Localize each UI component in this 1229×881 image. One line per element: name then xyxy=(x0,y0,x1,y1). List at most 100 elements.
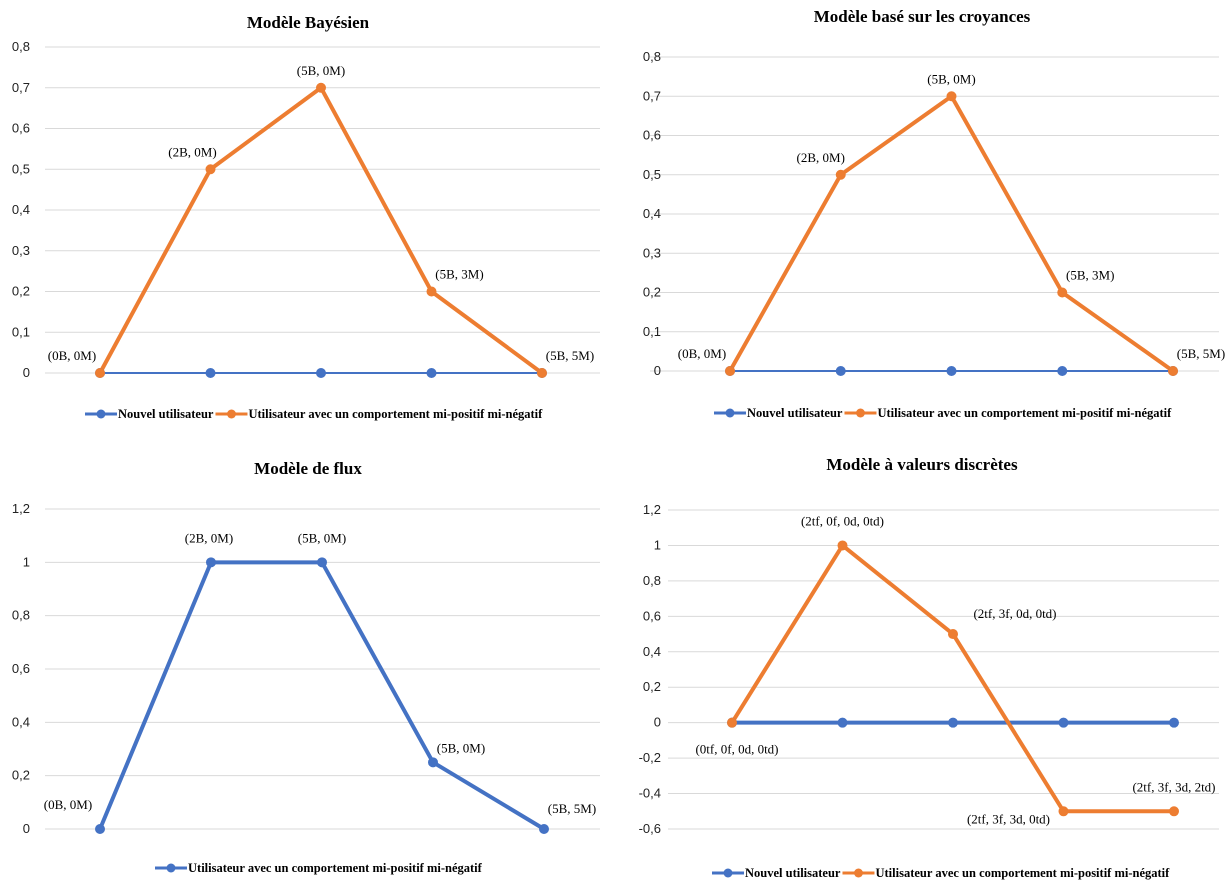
y-tick-label: 0,4 xyxy=(643,644,661,659)
y-tick-label: 0,2 xyxy=(643,285,661,300)
legend-marker xyxy=(166,863,176,873)
y-tick-label: 0,1 xyxy=(12,324,30,339)
data-point xyxy=(426,286,437,297)
y-tick-label: 0,4 xyxy=(12,202,30,217)
data-label: (5B, 5M) xyxy=(1177,346,1225,361)
y-tick-label: 0,7 xyxy=(12,80,30,95)
data-label: (5B, 3M) xyxy=(1066,268,1114,283)
data-point xyxy=(1169,806,1179,817)
y-tick-label: -0,2 xyxy=(639,750,661,765)
data-point xyxy=(727,717,737,728)
data-label: (5B, 0M) xyxy=(298,530,346,545)
y-tick-label: -0,6 xyxy=(639,821,661,836)
legend-marker xyxy=(96,409,106,419)
series-line xyxy=(98,560,546,831)
y-tick-label: 0,8 xyxy=(12,39,30,54)
y-tick-label: 0,2 xyxy=(12,284,30,299)
chart-title: Modèle de flux xyxy=(254,459,362,478)
y-tick-label: 1 xyxy=(23,554,30,569)
chart-panel-4: Modèle à valeurs discrètes -0,6 -0,4 -0,2 0 0… xyxy=(639,455,1219,880)
y-tick-label: 0,4 xyxy=(12,714,30,729)
data-point xyxy=(837,540,848,551)
data-label: (2B, 0M) xyxy=(797,150,845,165)
series-line xyxy=(728,94,1175,373)
data-point xyxy=(1169,717,1179,728)
data-label: (2tf, 3f, 0d, 0td) xyxy=(973,606,1056,621)
y-tick-label: 0,8 xyxy=(643,49,661,64)
data-point xyxy=(426,368,437,378)
y-tick-label: 0,3 xyxy=(643,245,661,260)
y-tick-label: 0,2 xyxy=(643,679,661,694)
y-tick-label: 0,1 xyxy=(643,324,661,339)
y-tick-label: 0,8 xyxy=(12,608,30,623)
y-tick-label: 0 xyxy=(23,821,30,836)
data-point xyxy=(835,169,846,180)
legend-label: Nouvel utilisateur xyxy=(747,406,843,420)
data-point xyxy=(206,557,216,568)
y-tick-label: 0,6 xyxy=(643,608,661,623)
y-tick-label: 0 xyxy=(23,365,30,380)
legend-marker xyxy=(853,868,863,878)
legend-marker xyxy=(226,409,236,419)
data-point xyxy=(205,368,216,378)
chart-panel-1: Modèle Bayésien 0 0,1 0,2 0,3 0,4 0,5 0,6 0,7 0,8… xyxy=(12,13,600,421)
data-point xyxy=(537,368,547,378)
data-label: (0B, 0M) xyxy=(48,348,96,363)
chart-title: Modèle à valeurs discrètes xyxy=(826,455,1018,474)
data-point xyxy=(1057,287,1068,298)
y-tick-label: 0,7 xyxy=(643,88,661,103)
data-point xyxy=(95,368,105,378)
data-point xyxy=(539,824,549,834)
data-label: (0B, 0M) xyxy=(44,797,92,812)
data-point xyxy=(835,366,846,376)
data-label: (2tf, 3f, 3d, 0td) xyxy=(967,811,1050,826)
legend-label: Utilisateur avec un comportement mi-posi… xyxy=(188,861,483,875)
y-tick-label: 0,8 xyxy=(643,573,661,588)
legend-label: Utilisateur avec un comportement mi-posi… xyxy=(875,866,1170,880)
y-tick-label: 0,3 xyxy=(12,243,30,258)
y-tick-label: 1 xyxy=(654,537,661,552)
data-label: (0tf, 0f, 0d, 0td) xyxy=(695,742,778,757)
data-label: (5B, 0M) xyxy=(297,63,345,78)
data-point xyxy=(948,717,958,728)
data-point xyxy=(428,757,438,768)
chart-title: Modèle Bayésien xyxy=(247,13,370,32)
legend-label: Nouvel utilisateur xyxy=(118,407,214,421)
y-tick-label: 1,2 xyxy=(12,501,30,516)
data-point xyxy=(317,557,327,568)
data-label: (2tf, 3f, 3d, 2td) xyxy=(1132,779,1215,794)
y-tick-label: 0 xyxy=(654,715,661,730)
y-tick-label: 0,6 xyxy=(12,661,30,676)
y-tick-label: 0,6 xyxy=(643,128,661,143)
y-tick-label: 0,5 xyxy=(12,161,30,176)
chart-panel-2: Modèle basé sur les croyances 0 0,1 0,2 0,3 0… xyxy=(643,7,1225,420)
data-point xyxy=(1057,366,1068,376)
data-point xyxy=(837,717,848,728)
data-point xyxy=(1058,717,1069,728)
data-label: (5B, 0M) xyxy=(927,71,975,86)
y-tick-label: 0 xyxy=(654,363,661,378)
chart-title: Modèle basé sur les croyances xyxy=(814,7,1031,26)
data-label: (2B, 0M) xyxy=(185,530,233,545)
legend-label: Nouvel utilisateur xyxy=(745,866,841,880)
y-tick-label: 0,4 xyxy=(643,206,661,221)
legend-marker xyxy=(725,408,735,418)
data-point xyxy=(205,164,216,175)
data-point xyxy=(1058,806,1069,817)
legend-label: Utilisateur avec un comportement mi-posi… xyxy=(877,406,1172,420)
data-point xyxy=(316,368,326,378)
legend-marker xyxy=(723,868,733,878)
data-label: (5B, 3M) xyxy=(435,267,483,282)
data-point xyxy=(95,824,105,834)
y-tick-label: 0,5 xyxy=(643,167,661,182)
data-point xyxy=(725,366,735,376)
data-point xyxy=(948,629,958,640)
y-tick-label: -0,4 xyxy=(639,786,661,801)
data-label: (2tf, 0f, 0d, 0td) xyxy=(801,513,884,528)
y-tick-label: 1,2 xyxy=(643,502,661,517)
data-point xyxy=(316,82,326,93)
data-label: (5B, 0M) xyxy=(437,740,485,755)
legend-marker xyxy=(855,408,865,418)
chart-panel-3: Modèle de flux 0 0,2 0,4 0,6 0,8 1 1,2 (0B, 0M) (… xyxy=(12,459,600,875)
